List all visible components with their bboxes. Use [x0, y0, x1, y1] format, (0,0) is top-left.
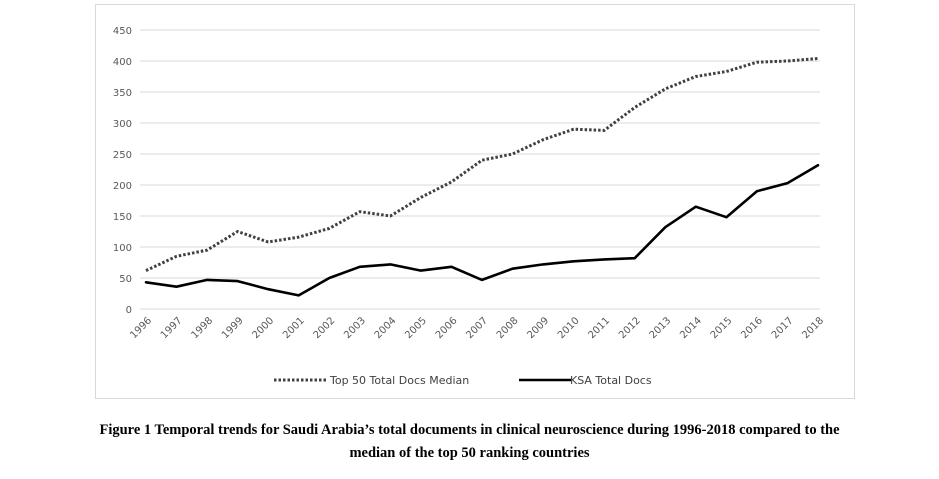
x-tick-label-1999: 1999 [220, 315, 246, 341]
x-tick-label-2011: 2011 [587, 315, 613, 341]
series-line-ksa-total [144, 163, 820, 297]
series-line-top50-median [145, 57, 819, 272]
x-tick-label-2003: 2003 [342, 315, 368, 341]
x-tick-label-2002: 2002 [312, 315, 338, 341]
y-tick-label-450: 450 [113, 26, 132, 37]
y-tick-label-150: 150 [113, 212, 132, 223]
chart-area: 0 50 100 150 200 250 300 350 400 450 1996 1997 1998 1… [95, 4, 855, 399]
x-tick-label-2016: 2016 [739, 315, 765, 341]
x-tick-label-2001: 2001 [281, 315, 307, 341]
legend-label-1: KSA Total Docs [570, 374, 652, 387]
y-tick-label-400: 400 [113, 57, 132, 68]
x-tick-label-2009: 2009 [525, 315, 551, 341]
y-tick-label-0: 0 [126, 305, 132, 316]
y-tick-label-350: 350 [113, 88, 132, 99]
x-tick-label-2008: 2008 [495, 315, 521, 341]
y-tick-label-100: 100 [113, 243, 132, 254]
x-tick-label-2015: 2015 [709, 315, 735, 341]
x-tick-label-1996: 1996 [128, 315, 154, 341]
caption-line-1: Figure 1 Temporal trends for Saudi Arabi… [99, 422, 840, 438]
x-tick-label-2017: 2017 [770, 315, 796, 341]
figure-caption: Figure 1 Temporal trends for Saudi Arabi… [0, 419, 939, 465]
x-tick-label-2012: 2012 [617, 315, 643, 341]
x-tick-label-2010: 2010 [556, 315, 582, 341]
x-tick-label-2006: 2006 [434, 315, 460, 341]
y-tick-label-50: 50 [119, 274, 132, 285]
y-tick-label-300: 300 [113, 119, 132, 130]
x-tick-label-2018: 2018 [800, 315, 826, 341]
x-tick-label-2000: 2000 [251, 315, 277, 341]
legend-label-0: Top 50 Total Docs Median [329, 374, 469, 387]
x-tick-label-2004: 2004 [373, 315, 399, 341]
y-tick-label-200: 200 [113, 181, 132, 192]
caption-line-2: median of the top 50 ranking countries [349, 445, 590, 461]
x-tick-label-1997: 1997 [159, 315, 185, 341]
x-tick-label-2014: 2014 [678, 315, 704, 341]
x-tick-label-2005: 2005 [403, 315, 429, 341]
x-tick-label-1998: 1998 [189, 315, 215, 341]
y-tick-label-250: 250 [113, 150, 132, 161]
x-tick-label-2013: 2013 [648, 315, 674, 341]
line-chart: 0 50 100 150 200 250 300 350 400 450 1996 1997 1998 1… [113, 26, 826, 387]
x-tick-label-2007: 2007 [464, 315, 490, 341]
